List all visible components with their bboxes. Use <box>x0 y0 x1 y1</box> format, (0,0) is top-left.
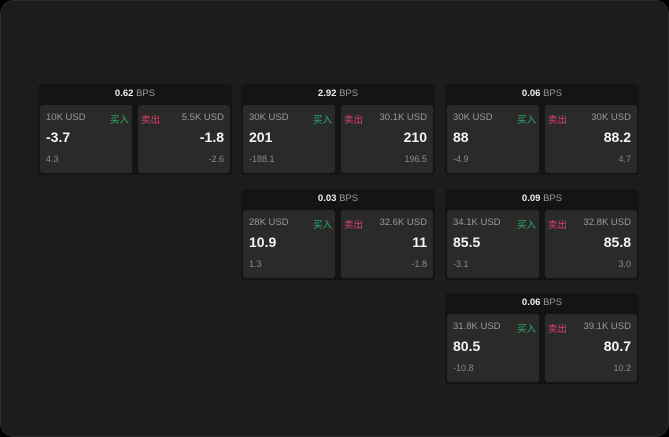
sell-label: 卖出 <box>141 115 161 126</box>
bid-change: -4.9 <box>453 154 469 164</box>
ask-size: 5.5K USD <box>181 112 224 123</box>
spread-value: 0.62 <box>114 88 134 99</box>
buy-panel[interactable]: 30K USD 买入 201 -188.1 <box>243 105 335 173</box>
bid-size: 10K USD <box>46 112 86 123</box>
ask-price: 80.7 <box>603 338 631 354</box>
bid-change: 4.3 <box>46 154 59 164</box>
bid-change: -188.1 <box>249 154 275 164</box>
quote-card: 0.09 BPS 34.1K USD 买入 85.5 -3.1 卖出 32.8K… <box>445 189 639 280</box>
sell-panel[interactable]: 卖出 5.5K USD -1.8 -2.6 <box>138 105 230 173</box>
buy-label: 买入 <box>109 115 129 126</box>
buy-label: 买入 <box>516 220 536 231</box>
buy-label: 买入 <box>312 220 332 231</box>
bid-size: 30K USD <box>453 112 493 123</box>
ask-size: 32.8K USD <box>583 217 631 228</box>
ask-size: 32.6K USD <box>379 217 427 228</box>
quote-card: 0.03 BPS 28K USD 买入 10.9 1.3 卖出 32.6K US… <box>241 189 435 280</box>
quote-card: 0.06 BPS 31.8K USD 买入 80.5 -10.8 卖出 39.1… <box>445 293 639 384</box>
bid-price: 10.9 <box>249 234 277 250</box>
buy-panel[interactable]: 31.8K USD 买入 80.5 -10.8 <box>447 314 539 382</box>
spread-unit: BPS <box>339 193 359 204</box>
spread-unit: BPS <box>339 88 359 99</box>
ask-change: 4.7 <box>618 154 631 164</box>
ask-change: 3.0 <box>618 259 631 269</box>
buy-panel[interactable]: 34.1K USD 买入 85.5 -3.1 <box>447 210 539 278</box>
ask-price: 210 <box>403 129 427 145</box>
spread-value: 2.92 <box>317 88 337 99</box>
spread-header: 2.92 BPS <box>241 84 435 104</box>
ask-price: 88.2 <box>603 129 631 145</box>
spread-unit: BPS <box>543 193 563 204</box>
ask-change: 196.5 <box>404 154 427 164</box>
bid-change: 1.3 <box>249 259 262 269</box>
sell-panel[interactable]: 卖出 39.1K USD 80.7 10.2 <box>545 314 637 382</box>
ask-price: 85.8 <box>603 234 631 250</box>
spread-header: 0.09 BPS <box>445 189 639 209</box>
spread-unit: BPS <box>543 88 563 99</box>
spread-header: 0.06 BPS <box>445 84 639 104</box>
spread-value: 0.06 <box>521 88 541 99</box>
bid-size: 31.8K USD <box>453 321 501 332</box>
spread-value: 0.03 <box>317 193 337 204</box>
spread-value: 0.06 <box>521 297 541 308</box>
buy-panel[interactable]: 10K USD 买入 -3.7 4.3 <box>40 105 132 173</box>
ask-price: -1.8 <box>199 129 224 145</box>
ask-size: 30.1K USD <box>379 112 427 123</box>
sell-label: 卖出 <box>548 324 568 335</box>
sell-label: 卖出 <box>548 115 568 126</box>
bid-size: 28K USD <box>249 217 289 228</box>
spread-header: 0.03 BPS <box>241 189 435 209</box>
buy-panel[interactable]: 30K USD 买入 88 -4.9 <box>447 105 539 173</box>
bid-change: -3.1 <box>453 259 469 269</box>
spread-header: 0.62 BPS <box>38 84 232 104</box>
ask-change: 10.2 <box>613 363 631 373</box>
sell-panel[interactable]: 卖出 32.6K USD 11 -1.8 <box>341 210 433 278</box>
quote-card: 0.06 BPS 30K USD 买入 88 -4.9 卖出 30K USD 8… <box>445 84 639 175</box>
spread-value: 0.09 <box>521 193 541 204</box>
spread-unit: BPS <box>136 88 156 99</box>
ask-price: 11 <box>412 234 427 250</box>
ask-change: -1.8 <box>411 259 427 269</box>
buy-panel[interactable]: 28K USD 买入 10.9 1.3 <box>243 210 335 278</box>
buy-label: 买入 <box>516 324 536 335</box>
spread-header: 0.06 BPS <box>445 293 639 313</box>
bid-size: 30K USD <box>249 112 289 123</box>
ask-size: 30K USD <box>591 112 631 123</box>
bid-size: 34.1K USD <box>453 217 501 228</box>
sell-panel[interactable]: 卖出 32.8K USD 85.8 3.0 <box>545 210 637 278</box>
bid-price: 88 <box>453 129 469 145</box>
sell-label: 卖出 <box>344 220 364 231</box>
bid-change: -10.8 <box>453 363 474 373</box>
sell-label: 卖出 <box>344 115 364 126</box>
ask-size: 39.1K USD <box>583 321 631 332</box>
buy-label: 买入 <box>516 115 536 126</box>
bid-price: 201 <box>249 129 273 145</box>
bid-price: 80.5 <box>453 338 481 354</box>
sell-panel[interactable]: 卖出 30.1K USD 210 196.5 <box>341 105 433 173</box>
bid-price: -3.7 <box>46 129 71 145</box>
buy-label: 买入 <box>312 115 332 126</box>
spread-unit: BPS <box>543 297 563 308</box>
bid-price: 85.5 <box>453 234 481 250</box>
ask-change: -2.6 <box>208 154 224 164</box>
sell-label: 卖出 <box>548 220 568 231</box>
quote-card: 2.92 BPS 30K USD 买入 201 -188.1 卖出 30.1K … <box>241 84 435 175</box>
quote-card: 0.62 BPS 10K USD 买入 -3.7 4.3 卖出 5.5K USD… <box>38 84 232 175</box>
sell-panel[interactable]: 卖出 30K USD 88.2 4.7 <box>545 105 637 173</box>
